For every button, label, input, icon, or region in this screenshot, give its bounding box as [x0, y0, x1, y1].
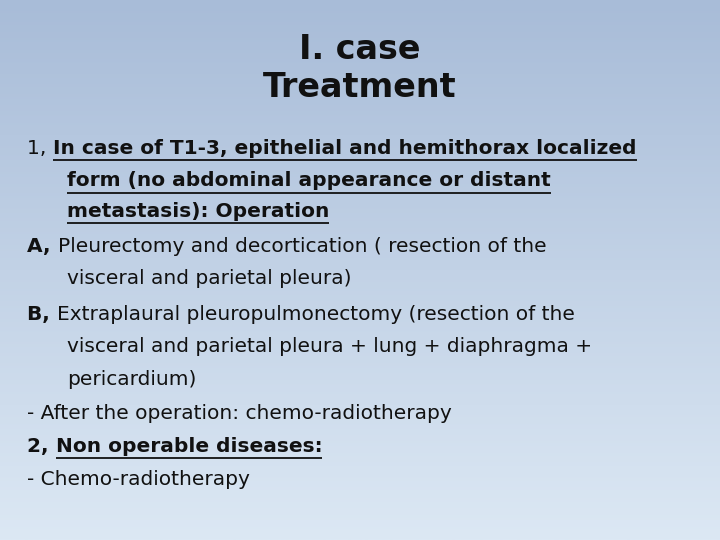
- Text: pericardium): pericardium): [67, 369, 197, 389]
- Text: - Chemo-radiotherapy: - Chemo-radiotherapy: [27, 470, 251, 489]
- Text: 2,: 2,: [27, 436, 56, 456]
- Text: Extraplaural pleuropulmonectomy (resection of the: Extraplaural pleuropulmonectomy (resecti…: [57, 305, 575, 324]
- Text: visceral and parietal pleura): visceral and parietal pleura): [67, 269, 351, 288]
- Text: A,: A,: [27, 237, 58, 256]
- Text: I. case: I. case: [300, 33, 420, 66]
- Text: - After the operation: chemo-radiotherapy: - After the operation: chemo-radiotherap…: [27, 403, 452, 423]
- Text: Non operable diseases:: Non operable diseases:: [56, 436, 323, 456]
- Text: visceral and parietal pleura + lung + diaphragma +: visceral and parietal pleura + lung + di…: [67, 337, 592, 356]
- Text: metastasis): Operation: metastasis): Operation: [67, 202, 329, 221]
- Text: B,: B,: [27, 305, 57, 324]
- Text: 1,: 1,: [27, 139, 53, 158]
- Text: In case of T1-3, epithelial and hemithorax localized: In case of T1-3, epithelial and hemithor…: [53, 139, 636, 158]
- Text: Pleurectomy and decortication ( resection of the: Pleurectomy and decortication ( resectio…: [58, 237, 546, 256]
- Text: Treatment: Treatment: [264, 71, 456, 104]
- Text: form (no abdominal appearance or distant: form (no abdominal appearance or distant: [67, 171, 551, 191]
